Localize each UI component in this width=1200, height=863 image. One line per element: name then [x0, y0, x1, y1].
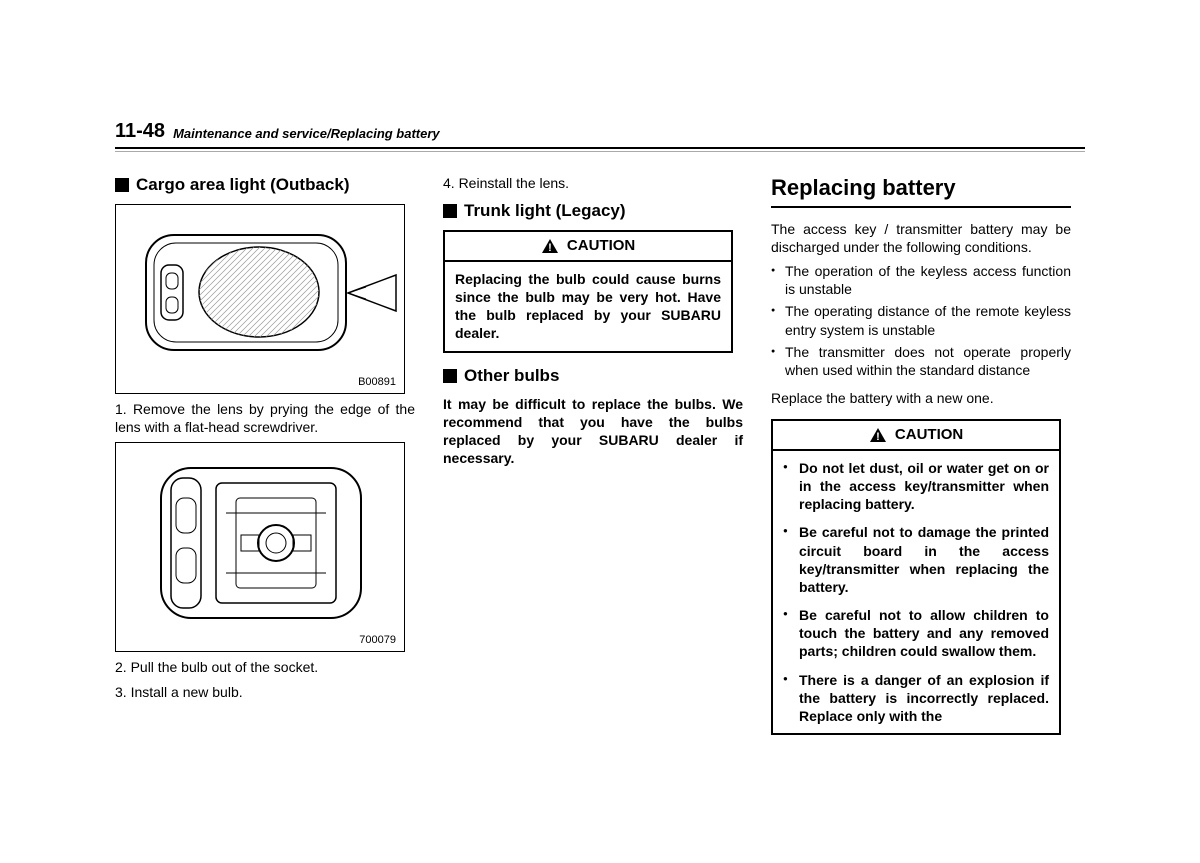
- caution-header: ! CAUTION: [773, 421, 1059, 451]
- svg-text:!: !: [548, 242, 552, 254]
- figure-cargo-light-pry: B00891: [115, 204, 405, 394]
- square-bullet-icon: [115, 178, 129, 192]
- caution-label: CAUTION: [895, 426, 963, 443]
- svg-text:!: !: [876, 431, 880, 443]
- content-columns: Cargo area light (Outback): [115, 174, 1085, 747]
- intro-text: The access key / transmitter battery may…: [771, 220, 1071, 256]
- column-1: Cargo area light (Outback): [115, 174, 415, 747]
- caution-body: Replacing the bulb could cause burns sin…: [445, 262, 731, 351]
- other-bulbs-note: It may be difficult to replace the bulbs…: [443, 395, 743, 468]
- manual-page: 11-48 Maintenance and service/Replacing …: [115, 120, 1085, 747]
- list-item: The transmitter does not operate properl…: [771, 343, 1071, 379]
- caution-header: ! CAUTION: [445, 232, 731, 262]
- step-2: 2. Pull the bulb out of the socket.: [115, 658, 415, 676]
- heading-text: Trunk light (Legacy): [464, 200, 626, 222]
- caution-box-battery: ! CAUTION Do not let dust, oil or water …: [771, 419, 1061, 735]
- list-item: The operating distance of the remote key…: [771, 302, 1071, 338]
- header-rule-light: [115, 151, 1085, 152]
- heading-text: Cargo area light (Outback): [136, 174, 349, 196]
- column-3: Replacing battery The access key / trans…: [771, 174, 1071, 747]
- conditions-list: The operation of the keyless access func…: [771, 262, 1071, 379]
- page-number: 11-48: [115, 120, 165, 143]
- caution-item: There is a danger of an explosion if the…: [783, 671, 1049, 726]
- replace-instruction: Replace the battery with a new one.: [771, 389, 1071, 407]
- caution-label: CAUTION: [567, 237, 635, 254]
- step-3: 3. Install a new bulb.: [115, 683, 415, 701]
- figure-label: B00891: [358, 375, 396, 389]
- caution-item: Be careful not to allow children to touc…: [783, 606, 1049, 661]
- figure-label: 700079: [359, 633, 396, 647]
- caution-body: Do not let dust, oil or water get on or …: [773, 451, 1059, 733]
- square-bullet-icon: [443, 369, 457, 383]
- step-4: 4. Reinstall the lens.: [443, 174, 743, 192]
- square-bullet-icon: [443, 204, 457, 218]
- list-item: The operation of the keyless access func…: [771, 262, 1071, 298]
- cargo-light-diagram-icon: [116, 205, 404, 393]
- section-title-replacing-battery: Replacing battery: [771, 174, 1071, 208]
- step-1: 1. Remove the lens by prying the edge of…: [115, 400, 415, 436]
- figure-cargo-light-bulb: 700079: [115, 442, 405, 652]
- column-2: 4. Reinstall the lens. Trunk light (Lega…: [443, 174, 743, 747]
- heading-trunk-light: Trunk light (Legacy): [443, 200, 743, 222]
- heading-cargo-light: Cargo area light (Outback): [115, 174, 415, 196]
- caution-item: Be careful not to damage the printed cir…: [783, 523, 1049, 596]
- header-rule: [115, 147, 1085, 149]
- warning-triangle-icon: !: [541, 238, 559, 254]
- cargo-bulb-diagram-icon: [116, 443, 404, 651]
- heading-text: Other bulbs: [464, 365, 559, 387]
- caution-box-trunk: ! CAUTION Replacing the bulb could cause…: [443, 230, 733, 352]
- header-breadcrumb: Maintenance and service/Replacing batter…: [173, 126, 440, 143]
- page-header: 11-48 Maintenance and service/Replacing …: [115, 120, 1085, 143]
- warning-triangle-icon: !: [869, 427, 887, 443]
- heading-other-bulbs: Other bulbs: [443, 365, 743, 387]
- caution-item: Do not let dust, oil or water get on or …: [783, 459, 1049, 514]
